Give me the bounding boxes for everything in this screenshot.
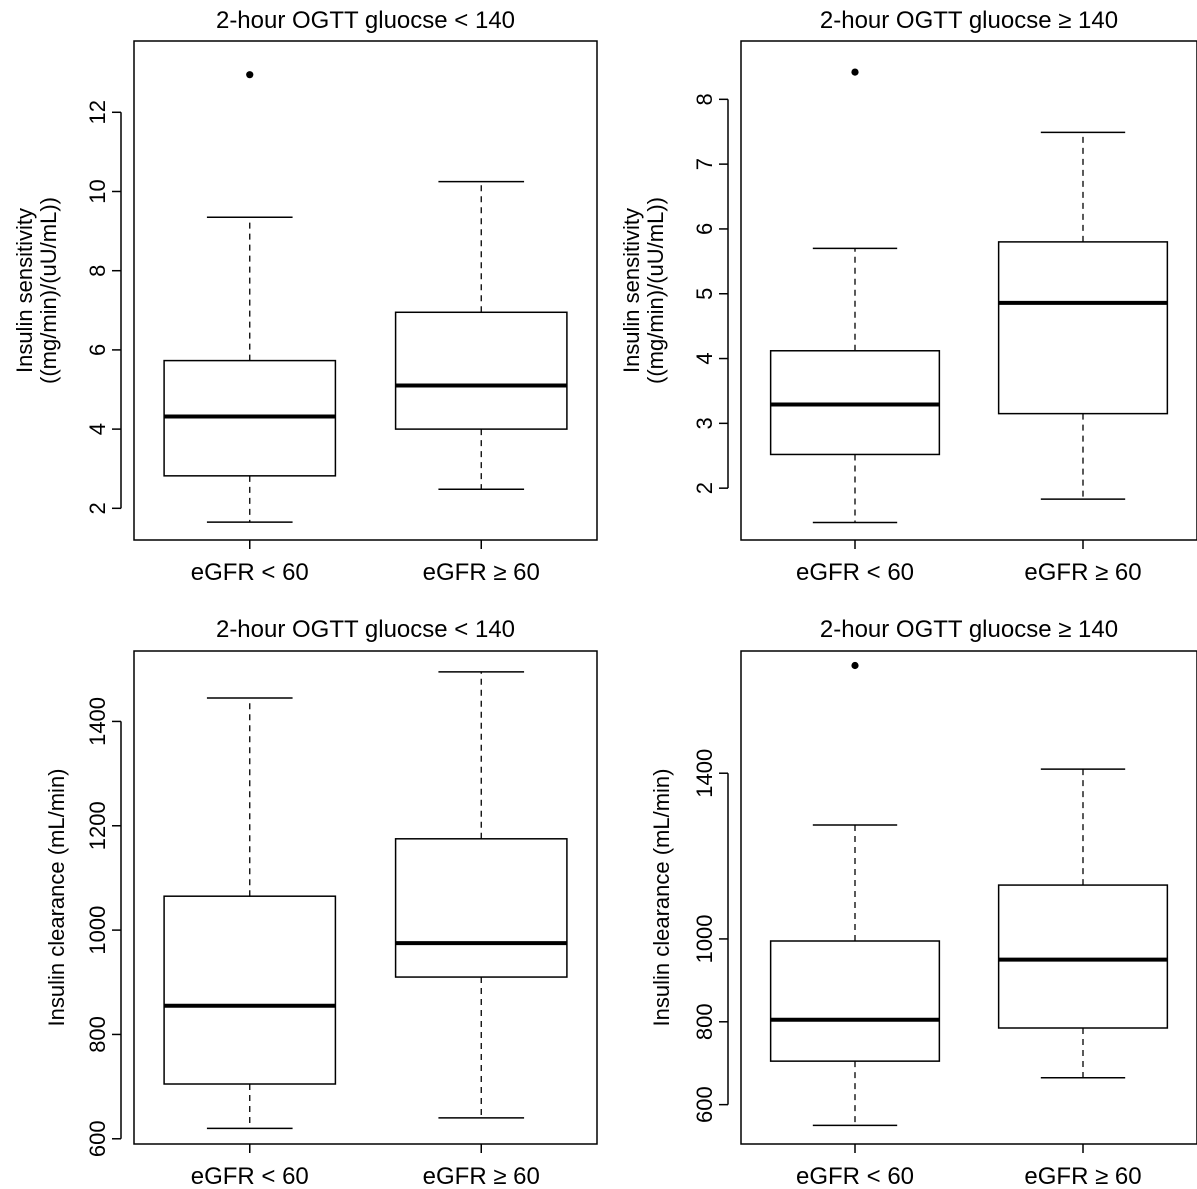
iqr-box (394, 311, 568, 430)
y-tick-label: 2 (692, 482, 717, 494)
y-axis-label: Insulin sensitivity (12, 208, 37, 373)
y-tick-label: 7 (692, 158, 717, 170)
y-axis-label: Insulin sensitivity (619, 208, 644, 373)
iqr-box (997, 241, 1169, 415)
y-tick-label: 12 (85, 100, 110, 124)
x-tick-label: eGFR ≥ 60 (423, 559, 540, 586)
panel-sensitivity-high-glucose: 2-hour OGTT gluocse ≥ 140 2 3 4 5 6 7 8 Insulin… (619, 7, 1197, 586)
x-tick-label: eGFR < 60 (796, 559, 914, 586)
panel-clearance-low-glucose: 2-hour OGTT gluocse < 140 600 800 1000 1200… (44, 616, 598, 1189)
y-tick-label: 10 (85, 179, 110, 203)
y-tick-label: 4 (85, 423, 110, 435)
y-tick-label: 5 (692, 288, 717, 300)
y-axis-label: ((mg/min)/(uU/mL)) (36, 197, 61, 384)
outlier-point (851, 661, 859, 670)
panel-clearance-high-glucose: 2-hour OGTT gluocse ≥ 140 600 800 1000 1400… (649, 616, 1197, 1189)
panel-title: 2-hour OGTT gluocse ≥ 140 (820, 7, 1118, 34)
y-tick-label: 600 (85, 1120, 110, 1157)
x-tick-label: eGFR ≥ 60 (1024, 559, 1141, 586)
x-tick-label: eGFR ≥ 60 (423, 1163, 540, 1189)
panel-sensitivity-low-glucose: 2-hour OGTT gluocse < 140 2 4 6 8 10 12 Insuli… (12, 7, 598, 586)
y-tick-label: 8 (692, 93, 717, 105)
y-axis-label: ((mg/min)/(uU/mL)) (643, 197, 668, 384)
plot-frame (740, 650, 1197, 1145)
y-tick-label: 8 (85, 265, 110, 277)
iqr-box (769, 940, 941, 1062)
y-tick-label: 2 (85, 502, 110, 514)
iqr-box (394, 838, 568, 978)
y-tick-label: 1400 (692, 749, 717, 798)
iqr-box (997, 884, 1169, 1029)
y-tick-label: 3 (692, 417, 717, 429)
plot-frame (133, 40, 598, 541)
y-tick-label: 800 (85, 1016, 110, 1053)
y-axis-label: Insulin clearance (mL/min) (649, 769, 674, 1027)
outlier-point (246, 71, 254, 79)
y-tick-label: 6 (692, 223, 717, 235)
x-tick-label: eGFR < 60 (191, 1163, 309, 1189)
iqr-box (163, 895, 337, 1085)
y-axis-label: Insulin clearance (mL/min) (44, 769, 69, 1027)
y-tick-label: 6 (85, 344, 110, 356)
y-tick-label: 1000 (692, 914, 717, 963)
x-tick-label: eGFR ≥ 60 (1024, 1163, 1141, 1189)
y-tick-label: 600 (692, 1086, 717, 1123)
panel-title: 2-hour OGTT gluocse < 140 (216, 616, 515, 643)
plot-frame (133, 650, 598, 1145)
y-tick-label: 800 (692, 1003, 717, 1040)
y-tick-label: 4 (692, 352, 717, 364)
panel-title: 2-hour OGTT gluocse ≥ 140 (820, 616, 1118, 643)
y-tick-label: 1000 (85, 906, 110, 955)
panel-title: 2-hour OGTT gluocse < 140 (216, 7, 515, 34)
x-tick-label: eGFR < 60 (191, 559, 309, 586)
y-tick-label: 1400 (85, 697, 110, 746)
plot-frame (740, 40, 1197, 541)
x-tick-label: eGFR < 60 (796, 1163, 914, 1189)
outlier-point (851, 68, 859, 76)
y-tick-label: 1200 (85, 801, 110, 850)
